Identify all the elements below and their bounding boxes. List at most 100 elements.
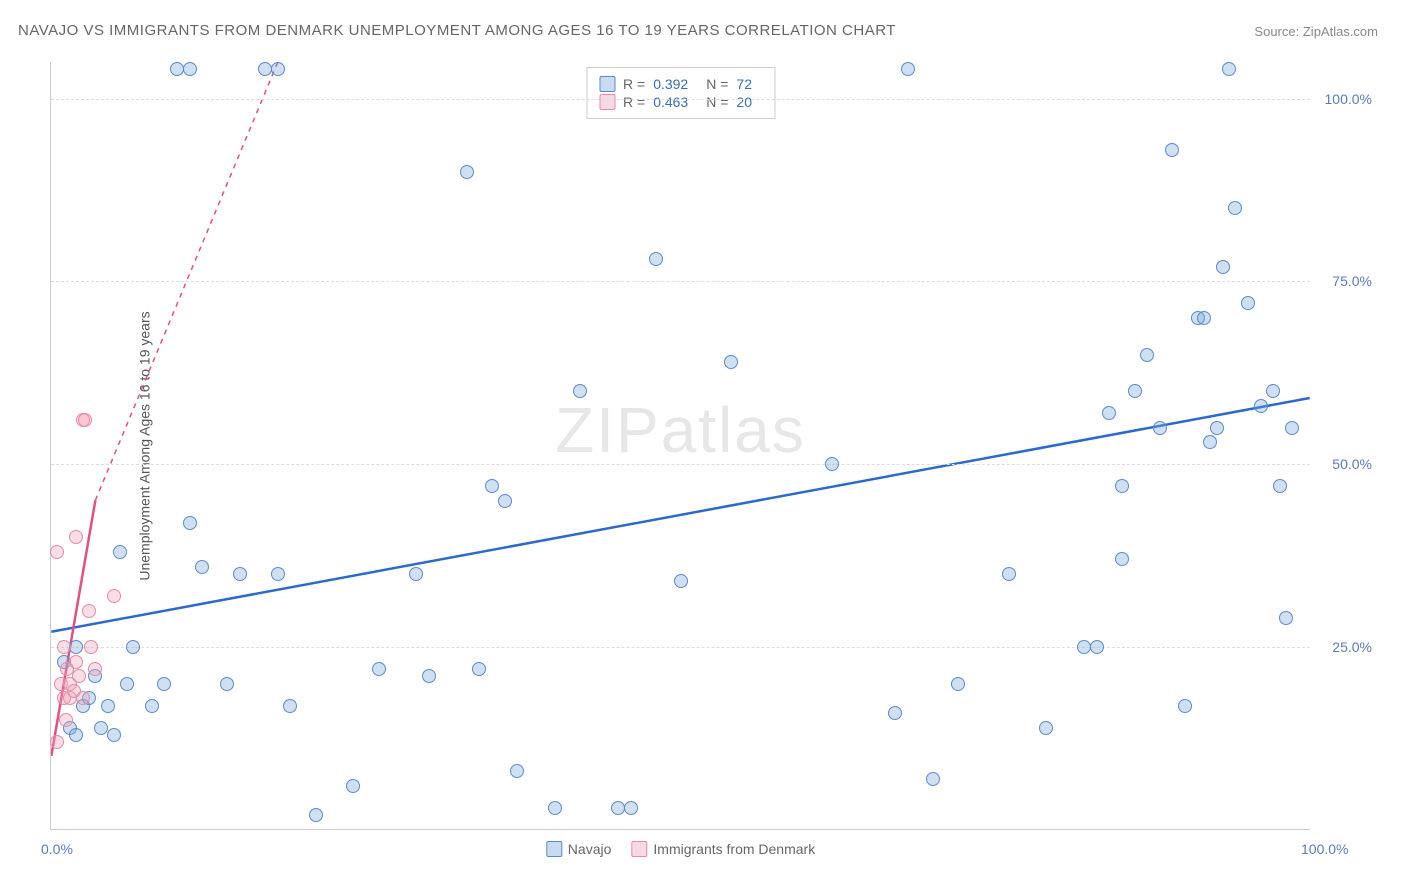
source-attribution: Source: ZipAtlas.com: [1254, 24, 1378, 39]
n-label: N =: [706, 94, 728, 110]
y-tick-label: 100.0%: [1325, 91, 1372, 107]
legend-swatch: [546, 841, 562, 857]
data-point: [573, 384, 587, 398]
n-label: N =: [706, 76, 728, 92]
data-point: [1102, 406, 1116, 420]
data-point: [1241, 296, 1255, 310]
data-point: [548, 801, 562, 815]
data-point: [1222, 62, 1236, 76]
data-point: [409, 567, 423, 581]
data-point: [422, 669, 436, 683]
data-point: [157, 677, 171, 691]
data-point: [126, 640, 140, 654]
data-point: [69, 640, 83, 654]
legend-label: Navajo: [568, 841, 612, 857]
data-point: [283, 699, 297, 713]
data-point: [1203, 435, 1217, 449]
data-point: [1140, 348, 1154, 362]
data-point: [1002, 567, 1016, 581]
stats-legend-row: R =0.463N =20: [599, 94, 762, 110]
data-point: [50, 735, 64, 749]
n-value: 20: [736, 94, 752, 110]
data-point: [183, 62, 197, 76]
data-point: [271, 567, 285, 581]
data-point: [220, 677, 234, 691]
data-point: [951, 677, 965, 691]
legend-swatch: [599, 76, 615, 92]
stats-legend-row: R = 0.392 N = 72: [599, 76, 762, 92]
data-point: [1273, 479, 1287, 493]
x-tick-label: 0.0%: [41, 841, 73, 857]
data-point: [1090, 640, 1104, 654]
plot-area: ZIPatlas R =0.392N =72R =0.463N =20 Nava…: [50, 62, 1310, 830]
trend-lines: [51, 62, 1310, 829]
data-point: [372, 662, 386, 676]
data-point: [82, 604, 96, 618]
data-point: [195, 560, 209, 574]
data-point: [69, 530, 83, 544]
r-value: 0.392: [653, 76, 688, 92]
legend-item: Navajo: [546, 841, 612, 857]
data-point: [183, 516, 197, 530]
data-point: [1254, 399, 1268, 413]
legend-swatch: [599, 94, 615, 110]
data-point: [724, 355, 738, 369]
data-point: [624, 801, 638, 815]
legend-swatch: [631, 841, 647, 857]
y-tick-label: 50.0%: [1332, 456, 1372, 472]
data-point: [88, 662, 102, 676]
gridline: [51, 464, 1310, 465]
data-point: [485, 479, 499, 493]
data-point: [120, 677, 134, 691]
data-point: [1197, 311, 1211, 325]
data-point: [1178, 699, 1192, 713]
data-point: [1115, 479, 1129, 493]
data-point: [72, 669, 86, 683]
data-point: [888, 706, 902, 720]
series-legend: Navajo Immigrants from Denmark: [546, 841, 815, 857]
legend-label: Immigrants from Denmark: [653, 841, 815, 857]
chart-title: NAVAJO VS IMMIGRANTS FROM DENMARK UNEMPL…: [18, 22, 896, 39]
stats-legend: R =0.392N =72R =0.463N =20: [586, 67, 775, 119]
data-point: [460, 165, 474, 179]
data-point: [309, 808, 323, 822]
data-point: [472, 662, 486, 676]
y-tick-label: 75.0%: [1332, 273, 1372, 289]
data-point: [113, 545, 127, 559]
data-point: [1039, 721, 1053, 735]
data-point: [1285, 421, 1299, 435]
watermark: ZIPatlas: [555, 393, 806, 467]
data-point: [271, 62, 285, 76]
y-tick-label: 25.0%: [1332, 639, 1372, 655]
correlation-chart: NAVAJO VS IMMIGRANTS FROM DENMARK UNEMPL…: [0, 0, 1406, 892]
data-point: [1210, 421, 1224, 435]
data-point: [1279, 611, 1293, 625]
gridline: [51, 647, 1310, 648]
data-point: [50, 545, 64, 559]
data-point: [145, 699, 159, 713]
legend-item: Immigrants from Denmark: [631, 841, 815, 857]
x-tick-label: 100.0%: [1301, 841, 1348, 857]
data-point: [107, 728, 121, 742]
data-point: [825, 457, 839, 471]
gridline: [51, 99, 1310, 100]
source-label: Source:: [1254, 24, 1299, 39]
data-point: [69, 655, 83, 669]
gridline: [51, 281, 1310, 282]
data-point: [1266, 384, 1280, 398]
data-point: [674, 574, 688, 588]
data-point: [101, 699, 115, 713]
data-point: [78, 413, 92, 427]
data-point: [84, 640, 98, 654]
data-point: [69, 728, 83, 742]
data-point: [926, 772, 940, 786]
data-point: [649, 252, 663, 266]
data-point: [901, 62, 915, 76]
data-point: [1115, 552, 1129, 566]
r-label: R =: [623, 76, 645, 92]
r-label: R =: [623, 94, 645, 110]
source-name: ZipAtlas.com: [1303, 24, 1378, 39]
n-value: 72: [736, 76, 752, 92]
data-point: [1153, 421, 1167, 435]
data-point: [233, 567, 247, 581]
